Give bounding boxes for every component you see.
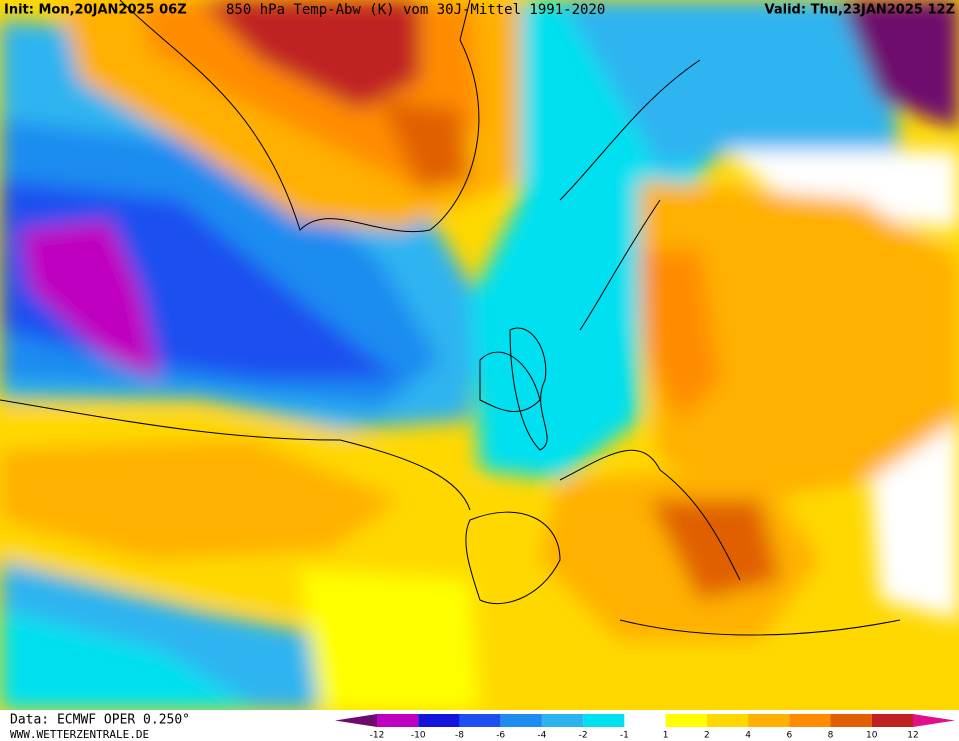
site-label: WWW.WETTERZENTRALE.DE	[10, 728, 149, 741]
coastlines	[0, 0, 901, 636]
colorbar-segment	[377, 714, 419, 727]
colorbar-label: 2	[704, 731, 710, 741]
colorbar-segment	[830, 714, 872, 727]
map	[0, 0, 959, 710]
colorbar-segment	[789, 714, 831, 727]
data-source: Data: ECMWF OPER 0.250°	[10, 713, 190, 728]
valid-label: Valid: Thu,23JAN2025 12Z	[765, 3, 955, 18]
colorbar-label: 6	[786, 731, 792, 741]
colorbar-segment	[706, 714, 749, 727]
colorbar-segment	[418, 714, 460, 727]
colorbar-segment	[624, 714, 666, 727]
colorbar-label: 12	[907, 731, 918, 741]
colorbar-label: -2	[579, 731, 588, 741]
colorbar-label: -1	[620, 731, 629, 741]
colorbar-segment	[748, 714, 790, 727]
colorbar-segment	[583, 714, 625, 727]
colorbar-high-arrow	[913, 714, 955, 727]
colorbar-label: -6	[496, 731, 505, 741]
map-title: 850 hPa Temp-Abw (K) vom 30J-Mittel 1991…	[226, 2, 605, 18]
colorbar-label: -4	[537, 731, 546, 741]
colorbar-label: -8	[455, 731, 464, 741]
colorbar-label: 8	[828, 731, 834, 741]
colorbar-label: -12	[370, 731, 385, 741]
colorbar-segment	[500, 714, 542, 727]
colorbar-segment	[541, 714, 584, 727]
colorbar-label: 1	[663, 731, 669, 741]
colorbar-low-arrow	[335, 714, 377, 727]
init-label: Init: Mon,20JAN2025 06Z	[4, 3, 187, 18]
colorbar-segment	[871, 714, 913, 727]
colorbar-segment	[459, 714, 501, 727]
colorbar: -12 -10 -8 -6 -4 -2 -1 1 2 4 6 8 10 12	[335, 714, 955, 741]
colorbar-label: 10	[866, 731, 878, 741]
colorbar-label: -10	[411, 731, 426, 741]
colorbar-segment	[665, 714, 707, 727]
colorbar-label: 4	[745, 731, 751, 741]
